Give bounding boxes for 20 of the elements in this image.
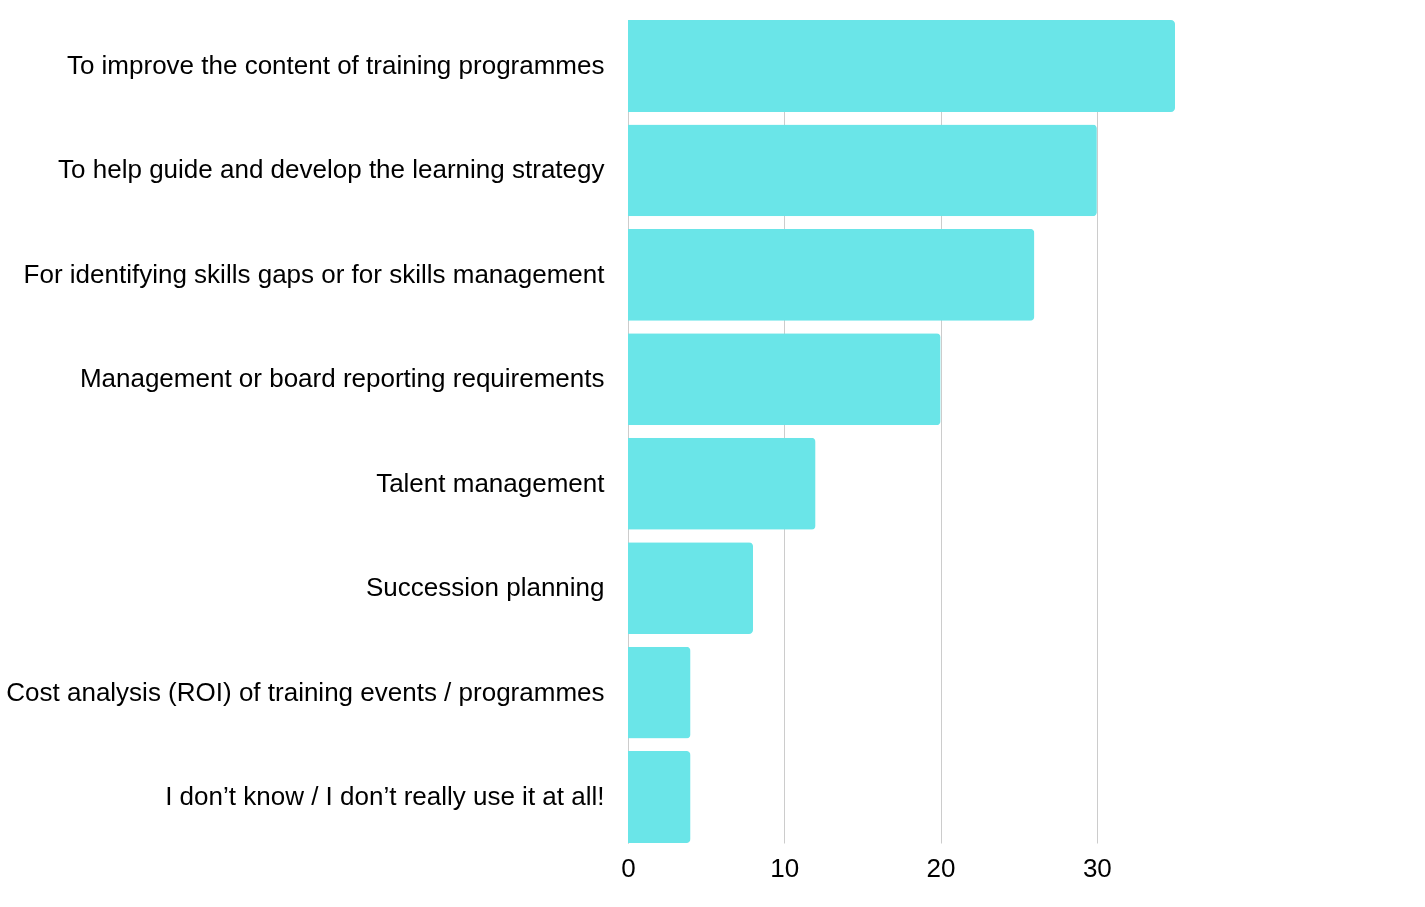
bar [628, 646, 691, 739]
y-tick-label: Succession planning [366, 572, 605, 603]
x-tick-label: 30 [1082, 852, 1112, 883]
y-tick-label: I don’t know / I don’t really use it at all! [165, 781, 605, 812]
y-tick-label: To help guide and develop the learning strategy [58, 154, 605, 185]
y-tick-label: Talent management [376, 467, 606, 498]
y-tick-label: Cost analysis (ROI) of training events / programmes [6, 676, 605, 707]
bar [628, 228, 1035, 321]
x-tick-label: 10 [770, 852, 800, 883]
y-tick-label: To improve the content of training programmes [66, 49, 605, 80]
x-tick-label: 0 [621, 852, 636, 883]
bar [628, 333, 941, 426]
bar [628, 751, 691, 843]
y-tick-label: For identifying skills gaps or for skills management [23, 258, 606, 289]
bar [628, 437, 816, 530]
y-tick-label: Management or board reporting requirements [79, 363, 605, 394]
x-tick-label: 20 [926, 852, 956, 883]
bar [628, 542, 754, 635]
bar [628, 20, 1175, 112]
bar [628, 124, 1097, 217]
